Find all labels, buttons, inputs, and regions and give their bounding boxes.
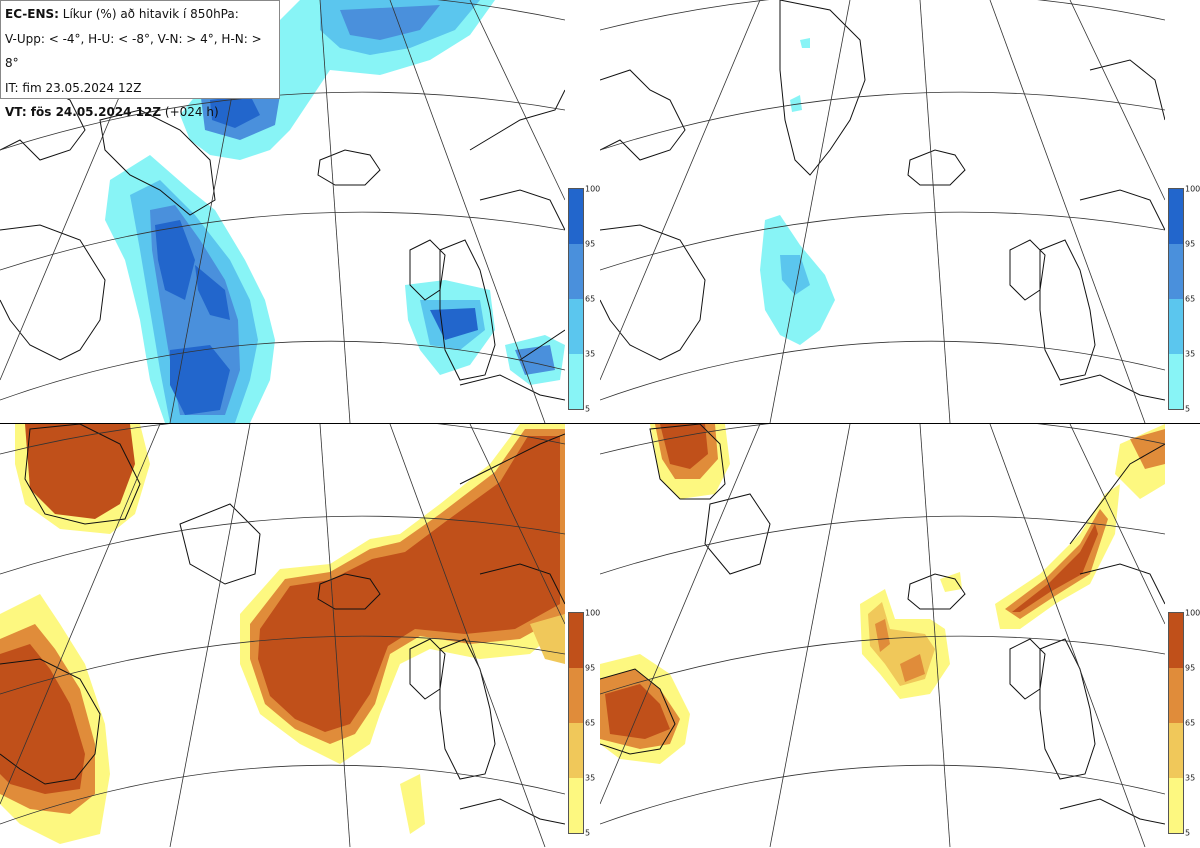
colorbar-tick-label: 95	[585, 663, 596, 673]
colorbar-tick-label: 5	[585, 828, 591, 838]
colorbar-warm-bottom-left: 100 95 65 35 5	[568, 609, 600, 838]
map-panel-cold-4: EC-ENS: Líkur (%) að hitavik í 850hPa: V…	[0, 0, 565, 423]
graticule	[600, 424, 1165, 847]
colorbar-segment	[569, 299, 583, 354]
map-cold-8	[600, 0, 1165, 423]
map-panel-warm-8	[600, 424, 1165, 847]
map-warm-8	[600, 424, 1165, 847]
cold-probability-fill	[760, 38, 835, 345]
colorbar-segment	[569, 244, 583, 299]
colorbar-segment	[1169, 723, 1183, 778]
colorbar-segment	[1169, 244, 1183, 299]
coastlines	[0, 424, 565, 825]
colorbar-tick-label: 95	[1185, 239, 1196, 249]
coastlines	[600, 424, 1165, 825]
map-warm-4	[0, 424, 565, 847]
colorbar-tick-label: 95	[585, 239, 596, 249]
colorbar-segment	[569, 723, 583, 778]
map-cold-4	[0, 0, 565, 423]
colorbar-tick-label: 100	[1185, 184, 1200, 194]
colorbar-segment	[569, 668, 583, 723]
colorbar-segment	[1169, 668, 1183, 723]
colorbar-segment	[569, 778, 583, 833]
forecast-info-box: EC-ENS: Líkur (%) að hitavik í 850hPa: V…	[0, 0, 280, 119]
colorbar-segment	[1169, 299, 1183, 354]
colorbar-tick-label: 5	[1185, 828, 1191, 838]
colorbar-segment	[1169, 613, 1183, 668]
colorbar-warm-bottom-right: 100 95 65 35 5	[1168, 609, 1200, 838]
graticule	[600, 0, 1165, 423]
colorbar-tick-label: 100	[585, 184, 601, 194]
colorbar-tick-label: 100	[1185, 608, 1200, 618]
panel-divider-horizontal	[0, 423, 1200, 424]
colorbar-segment	[569, 354, 583, 409]
colorbar-tick-label: 65	[585, 294, 596, 304]
colorbar-segment	[1169, 354, 1183, 409]
warm-probability-fill	[600, 424, 1165, 764]
colorbar-tick-label: 35	[1185, 349, 1196, 359]
colorbar-tick-label: 35	[1185, 773, 1196, 783]
threshold-definitions: V-Upp: < -4°, H-U: < -8°, V-N: > 4°, H-N…	[5, 31, 262, 71]
colorbar-cold-top-right: 100 95 65 35 5	[1168, 185, 1200, 414]
colorbar-cold-top-left: 100 95 65 35 5	[568, 185, 600, 414]
colorbar-tick-label: 35	[585, 773, 596, 783]
coastlines	[600, 0, 1165, 401]
cold-probability-fill	[105, 0, 565, 423]
colorbar-tick-label: 5	[1185, 404, 1191, 414]
warm-probability-fill	[0, 424, 565, 844]
valid-time: VT: fös 24.05.2024 12Z	[5, 105, 162, 119]
issue-time: IT: fim 23.05.2024 12Z	[5, 80, 142, 95]
colorbar-tick-label: 95	[1185, 663, 1196, 673]
colorbar-tick-label: 35	[585, 349, 596, 359]
map-panel-warm-4	[0, 424, 565, 847]
colorbar-segment	[1169, 778, 1183, 833]
lead-time: (+024 h)	[164, 105, 219, 119]
colorbar-tick-label: 65	[1185, 718, 1196, 728]
map-panel-cold-8	[600, 0, 1165, 423]
colorbar-segment	[1169, 189, 1183, 244]
colorbar-segment	[569, 189, 583, 244]
colorbar-segment	[569, 613, 583, 668]
colorbar-tick-label: 65	[1185, 294, 1196, 304]
model-name: EC-ENS:	[5, 7, 59, 21]
colorbar-tick-label: 100	[585, 608, 601, 618]
colorbar-tick-label: 65	[585, 718, 596, 728]
colorbar-tick-label: 5	[585, 404, 591, 414]
graticule	[0, 424, 565, 847]
chart-title: Líkur (%) að hitavik í 850hPa:	[62, 7, 239, 21]
